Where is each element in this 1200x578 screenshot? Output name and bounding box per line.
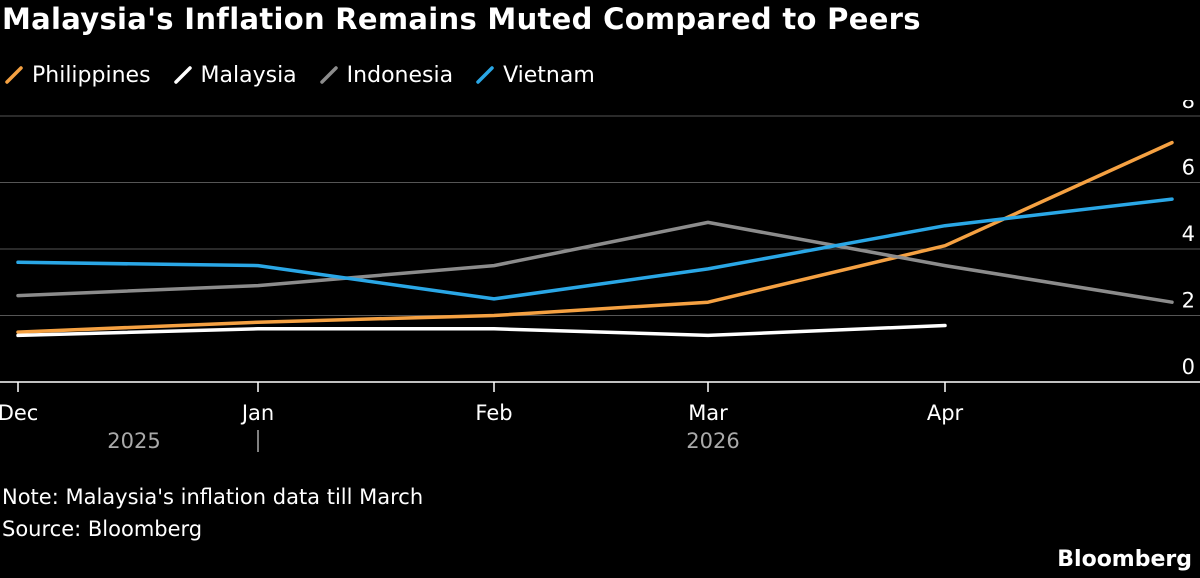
legend-swatch (173, 66, 192, 84)
series-line-indonesia (16, 220, 1174, 304)
x-tick-label: Jan (240, 401, 274, 425)
legend-label: Indonesia (346, 62, 454, 88)
chart-legend: Philippines Malaysia Indonesia Vietnam (4, 60, 617, 90)
series-line-philippines (16, 140, 1174, 334)
legend-swatch (5, 66, 23, 84)
legend-item-vietnam: Vietnam (475, 63, 595, 88)
year-label: 2026 (686, 429, 739, 453)
legend-swatch (476, 66, 494, 84)
y-tick-label: 6 (1182, 156, 1195, 180)
legend-label: Vietnam (503, 62, 595, 88)
y-tick-label: 0 (1182, 355, 1195, 379)
legend-item-philippines: Philippines (4, 63, 151, 88)
series-line-malaysia (16, 323, 947, 338)
chart-title: Malaysia's Inflation Remains Muted Compa… (2, 2, 921, 36)
axis-layer: Percent02468DecJanFebMarApr20252026 (0, 100, 1200, 453)
legend-swatch (319, 66, 338, 84)
legend-label: Philippines (32, 62, 151, 88)
legend-item-malaysia: Malaysia (173, 63, 297, 88)
legend-label: Malaysia (200, 62, 297, 88)
series-layer (16, 140, 1174, 338)
year-label: 2025 (107, 429, 160, 453)
x-tick-label: Apr (927, 401, 964, 425)
y-tick-label: 4 (1182, 222, 1195, 246)
y-tick-label: 2 (1182, 289, 1195, 313)
legend-item-indonesia: Indonesia (319, 63, 453, 88)
line-chart: Percent02468DecJanFebMarApr20252026 (0, 100, 1200, 453)
x-tick-label: Mar (688, 401, 728, 425)
y-tick-label: 8 (1182, 100, 1195, 113)
chart-source: Source: Bloomberg (2, 517, 203, 541)
x-tick-label: Feb (475, 401, 512, 425)
x-tick-label: Dec (0, 401, 38, 425)
chart-note: Note: Malaysia's inflation data till Mar… (2, 485, 424, 509)
series-line-vietnam (16, 197, 1174, 301)
grid-layer (0, 115, 1200, 316)
bloomberg-logo: Bloomberg (1057, 547, 1192, 572)
